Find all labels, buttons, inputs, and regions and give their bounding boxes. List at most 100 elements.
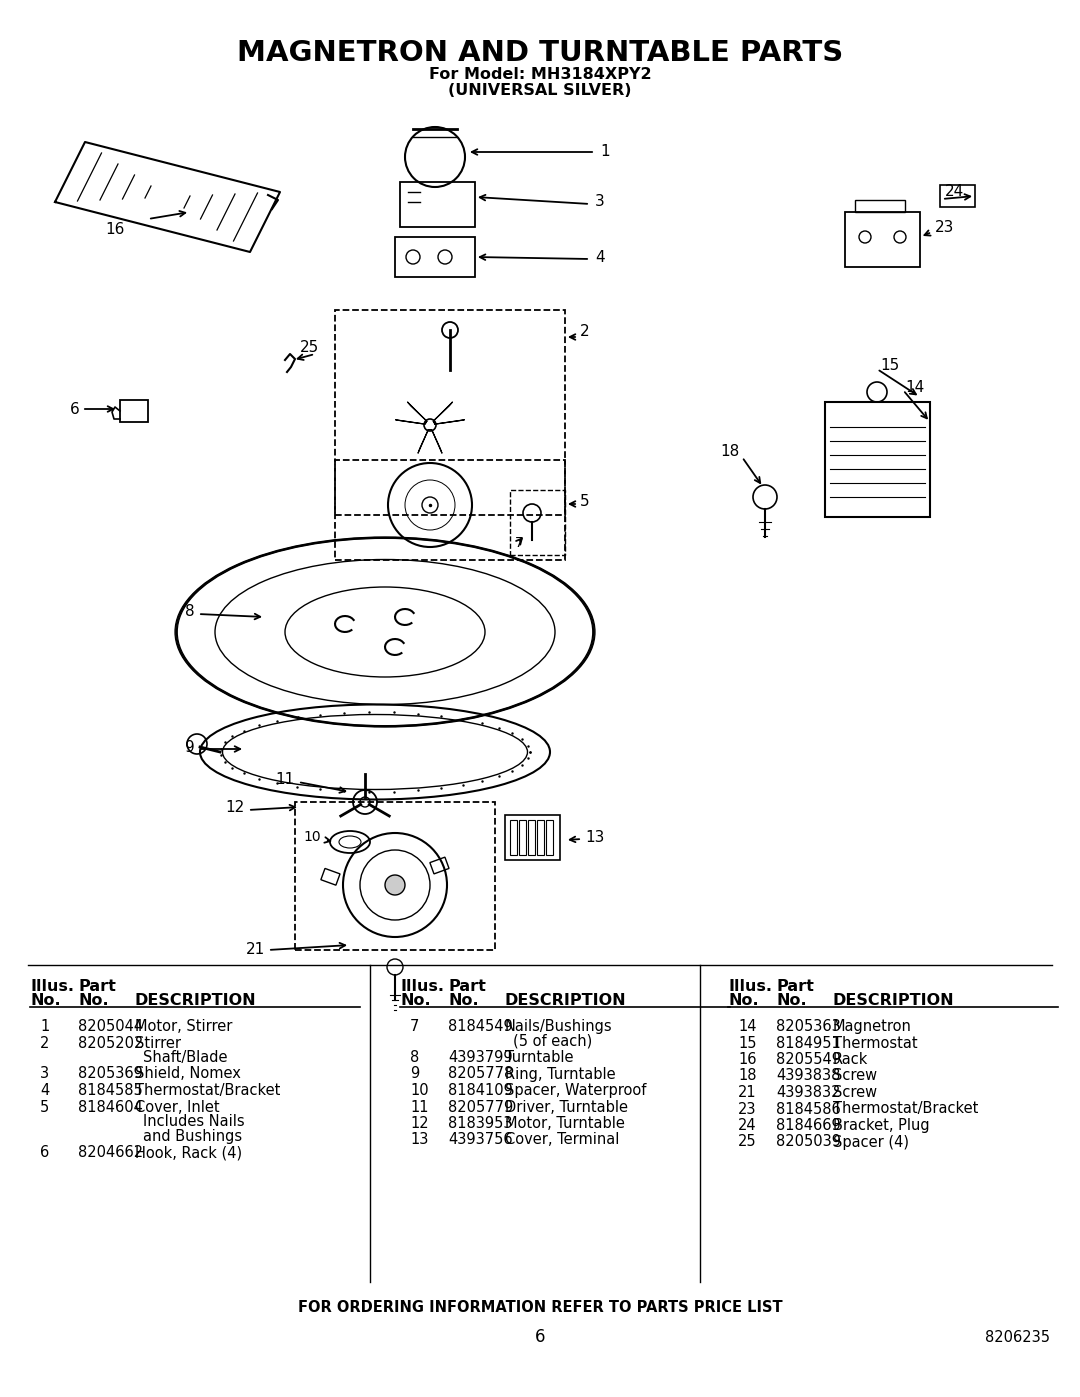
Text: 13: 13: [585, 830, 605, 845]
Bar: [395, 237, 475, 277]
Text: 6: 6: [40, 1146, 50, 1160]
Text: 16: 16: [106, 222, 124, 237]
Text: Part: Part: [448, 979, 486, 995]
Text: 15: 15: [880, 358, 900, 373]
Text: 4393799: 4393799: [448, 1051, 513, 1065]
Text: 21: 21: [738, 1085, 757, 1099]
Text: Illus.: Illus.: [400, 979, 444, 995]
Text: 2: 2: [580, 324, 590, 339]
Text: 9: 9: [186, 739, 195, 754]
Text: FOR ORDERING INFORMATION REFER TO PARTS PRICE LIST: FOR ORDERING INFORMATION REFER TO PARTS …: [298, 1299, 782, 1315]
Text: 10: 10: [303, 830, 321, 844]
Text: 8205202: 8205202: [78, 1035, 144, 1051]
Polygon shape: [418, 430, 442, 453]
Text: 4: 4: [40, 1083, 50, 1098]
Text: 6: 6: [70, 401, 80, 416]
Polygon shape: [433, 402, 464, 425]
Text: Part: Part: [777, 979, 814, 995]
Text: Driver, Turntable: Driver, Turntable: [505, 1099, 627, 1115]
Text: Motor, Stirrer: Motor, Stirrer: [135, 1018, 232, 1034]
Text: 8183953: 8183953: [448, 1116, 513, 1132]
Text: 2: 2: [40, 1035, 50, 1051]
Text: Bracket, Plug: Bracket, Plug: [833, 1118, 930, 1133]
Text: No.: No.: [30, 993, 60, 1009]
Text: 4393838: 4393838: [777, 1069, 840, 1084]
Polygon shape: [395, 402, 427, 425]
Text: 1: 1: [600, 144, 609, 159]
Bar: [335, 460, 565, 560]
Text: 8205363: 8205363: [777, 1018, 840, 1034]
Text: 14: 14: [738, 1018, 756, 1034]
Text: Thermostat/Bracket: Thermostat/Bracket: [833, 1101, 978, 1116]
Text: 4393832: 4393832: [777, 1085, 840, 1099]
Bar: [120, 400, 148, 422]
Bar: [537, 820, 544, 855]
Text: Ring, Turntable: Ring, Turntable: [505, 1066, 616, 1081]
Text: No.: No.: [78, 993, 109, 1009]
Text: 12: 12: [410, 1116, 429, 1132]
Text: Stirrer: Stirrer: [135, 1035, 181, 1051]
Text: For Model: MH3184XPY2: For Model: MH3184XPY2: [429, 67, 651, 82]
Text: No.: No.: [400, 993, 431, 1009]
Text: 13: 13: [410, 1133, 429, 1147]
Text: (UNIVERSAL SILVER): (UNIVERSAL SILVER): [448, 82, 632, 98]
Bar: [845, 212, 920, 267]
Text: Screw: Screw: [833, 1069, 877, 1084]
Text: Hook, Rack (4): Hook, Rack (4): [135, 1146, 242, 1160]
Text: 23: 23: [935, 219, 955, 235]
Bar: [940, 184, 975, 207]
Bar: [546, 820, 553, 855]
Circle shape: [384, 875, 405, 895]
Text: 11: 11: [410, 1099, 429, 1115]
Text: Cover, Inlet: Cover, Inlet: [135, 1099, 219, 1115]
Text: 8184604: 8184604: [78, 1099, 143, 1115]
Text: No.: No.: [728, 993, 758, 1009]
Text: 8205039: 8205039: [777, 1134, 841, 1150]
Text: Includes Nails: Includes Nails: [143, 1113, 245, 1129]
Text: No.: No.: [448, 993, 478, 1009]
Text: 7: 7: [410, 1018, 419, 1034]
Text: 4: 4: [595, 250, 605, 264]
Bar: [430, 858, 449, 875]
Text: 8184585: 8184585: [78, 1083, 143, 1098]
Text: 5: 5: [40, 1099, 50, 1115]
Bar: [321, 869, 340, 886]
Text: Screw: Screw: [833, 1085, 877, 1099]
Text: 9: 9: [410, 1066, 419, 1081]
Text: 24: 24: [738, 1118, 757, 1133]
Text: 8205779: 8205779: [448, 1099, 513, 1115]
Text: 6: 6: [535, 1329, 545, 1345]
Text: 8205044: 8205044: [78, 1018, 144, 1034]
Bar: [510, 490, 565, 555]
Bar: [510, 820, 517, 855]
Text: 4393756: 4393756: [448, 1133, 513, 1147]
Text: Nails/Bushings: Nails/Bushings: [505, 1018, 612, 1034]
Bar: [295, 802, 495, 950]
Bar: [335, 310, 565, 515]
Text: 8: 8: [410, 1051, 419, 1065]
Bar: [519, 820, 526, 855]
Text: Motor, Turntable: Motor, Turntable: [505, 1116, 625, 1132]
Text: Spacer (4): Spacer (4): [833, 1134, 909, 1150]
Text: 8184586: 8184586: [777, 1101, 840, 1116]
Text: 8184549: 8184549: [448, 1018, 513, 1034]
Text: and Bushings: and Bushings: [143, 1129, 242, 1144]
Text: 1: 1: [40, 1018, 50, 1034]
Text: 18: 18: [720, 444, 740, 460]
Text: (5 of each): (5 of each): [513, 1034, 592, 1049]
Circle shape: [424, 419, 436, 432]
Text: 7: 7: [515, 536, 524, 550]
Text: Spacer, Waterproof: Spacer, Waterproof: [505, 1083, 646, 1098]
Text: MAGNETRON AND TURNTABLE PARTS: MAGNETRON AND TURNTABLE PARTS: [237, 39, 843, 67]
Text: DESCRIPTION: DESCRIPTION: [505, 993, 626, 1009]
Text: DESCRIPTION: DESCRIPTION: [135, 993, 257, 1009]
Text: 8184951: 8184951: [777, 1035, 840, 1051]
Text: DESCRIPTION: DESCRIPTION: [833, 993, 955, 1009]
Text: 8205369: 8205369: [78, 1066, 143, 1081]
Text: 23: 23: [738, 1101, 756, 1116]
Bar: [400, 182, 475, 226]
Text: Thermostat: Thermostat: [833, 1035, 918, 1051]
Text: 8184109: 8184109: [448, 1083, 513, 1098]
Text: Cover, Terminal: Cover, Terminal: [505, 1133, 619, 1147]
Bar: [825, 402, 930, 517]
